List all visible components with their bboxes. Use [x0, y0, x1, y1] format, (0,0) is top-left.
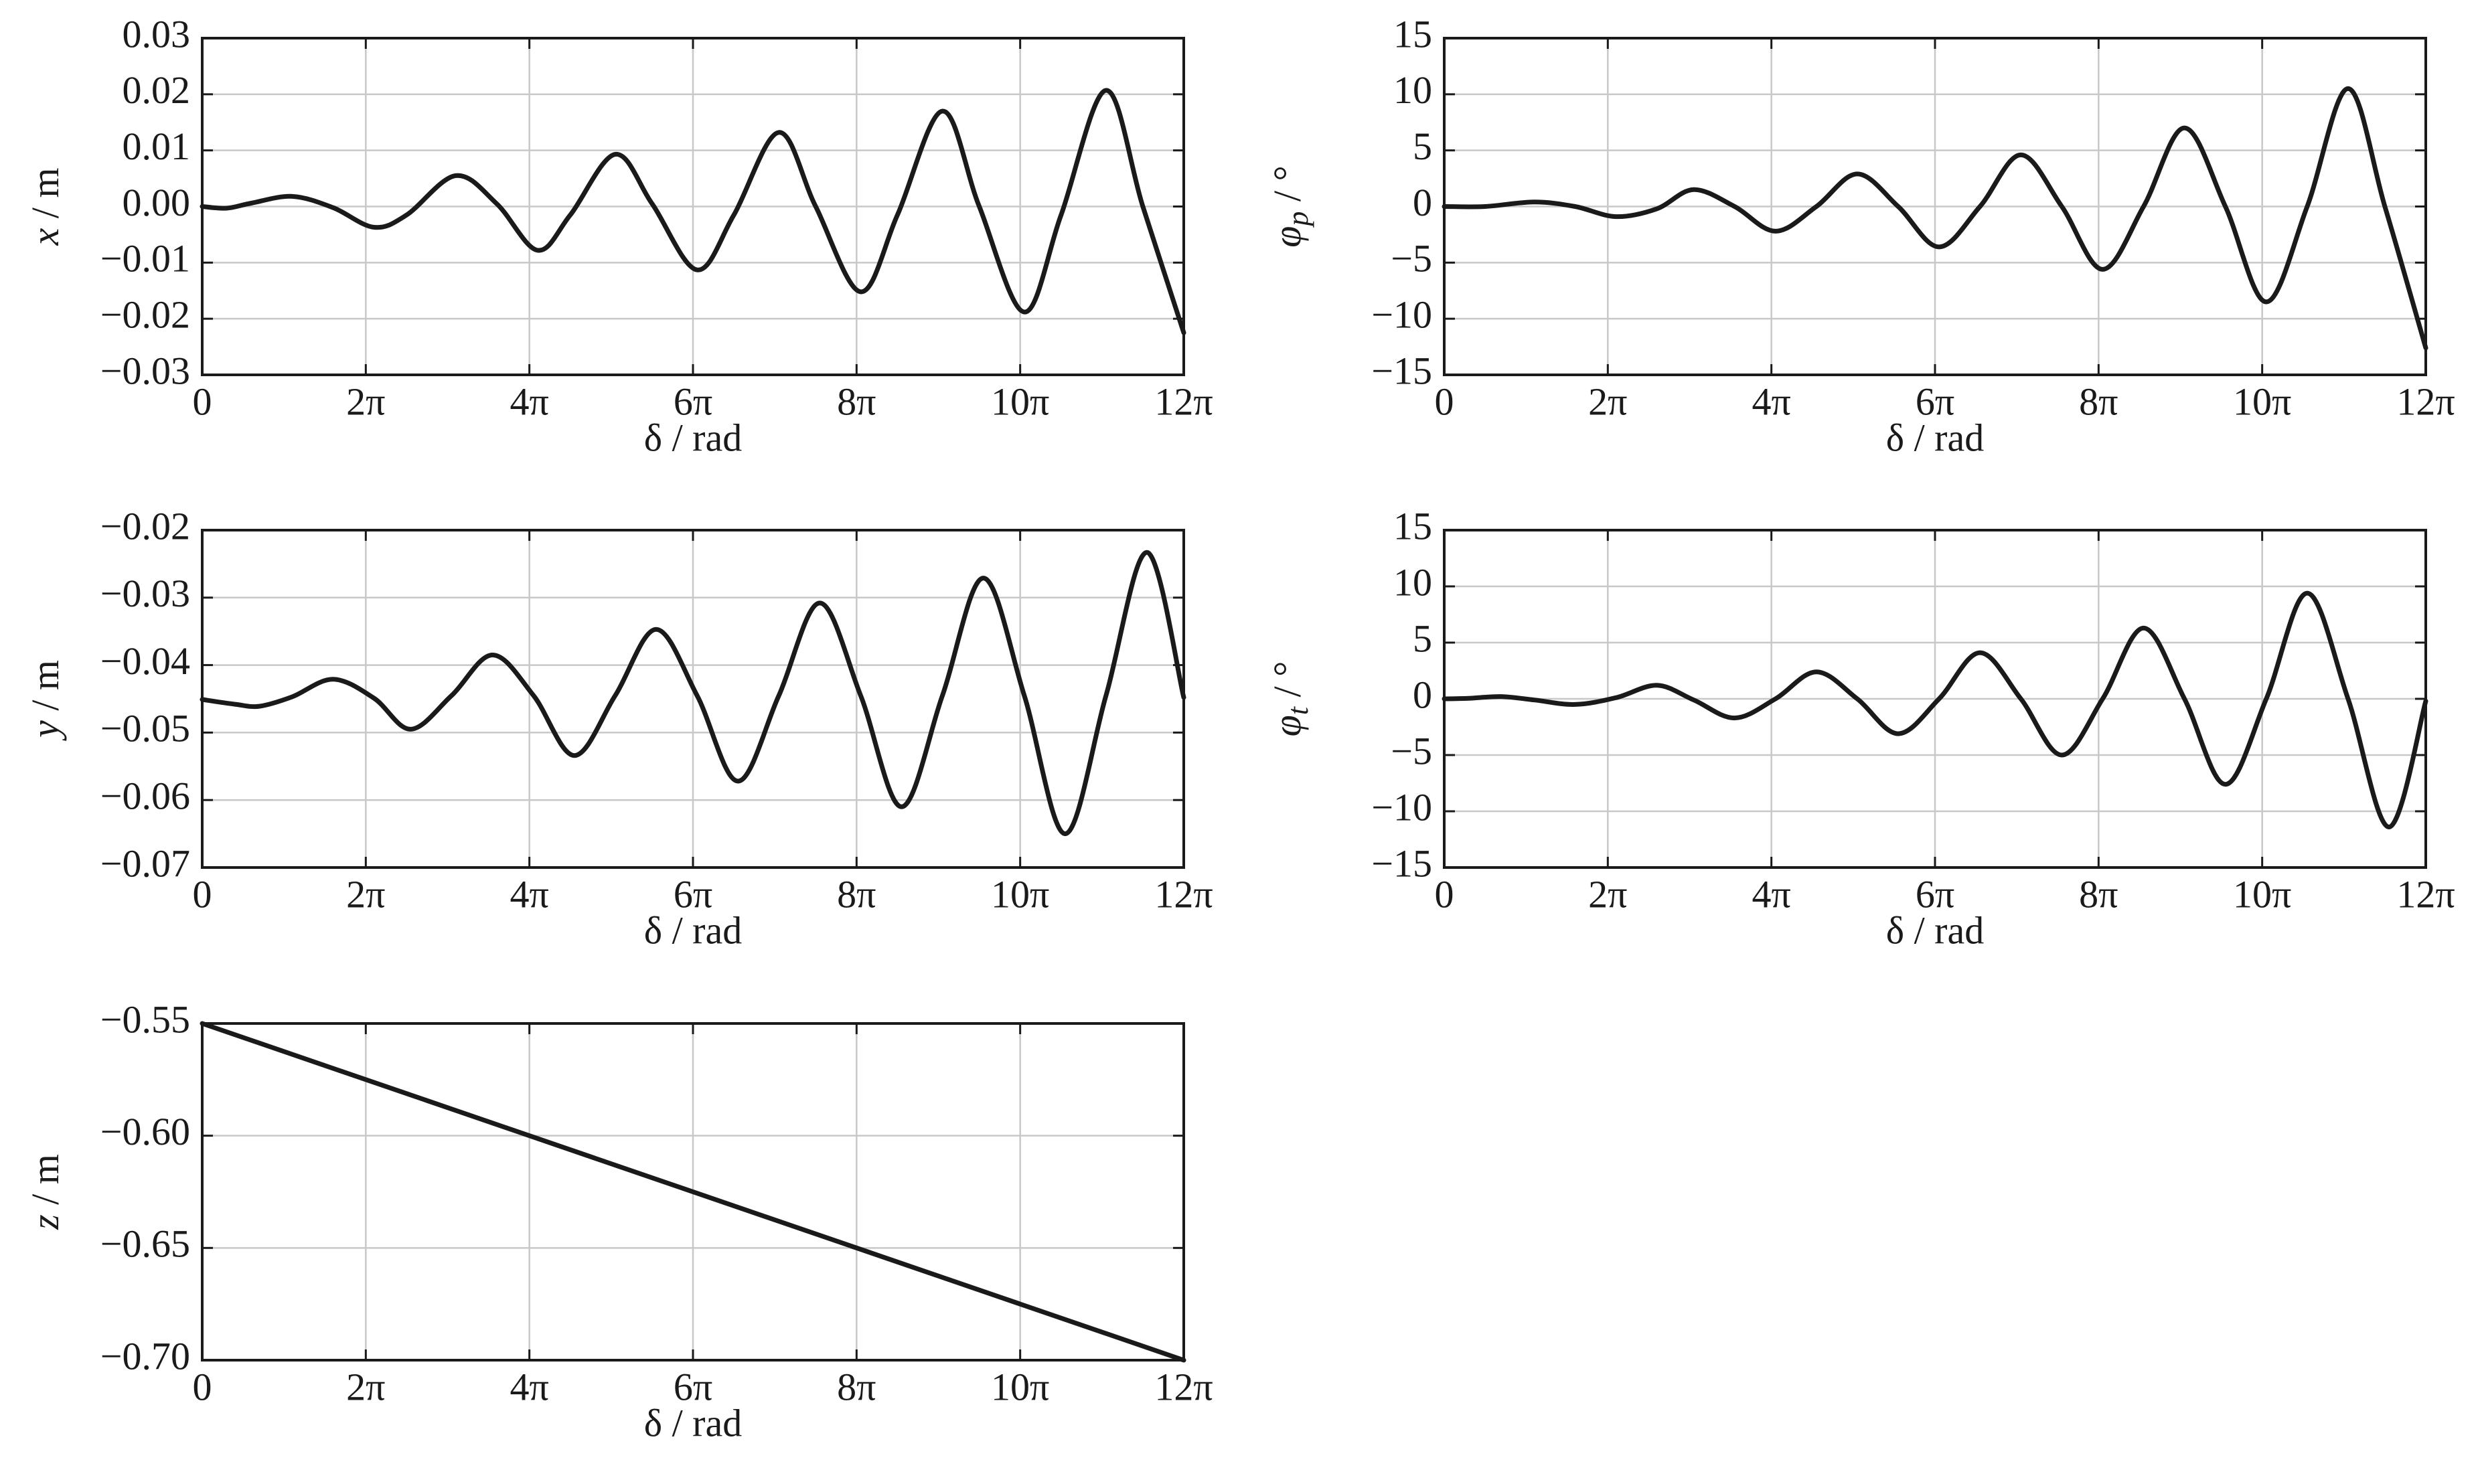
x-tick-label: 10π [991, 380, 1049, 423]
y-axis-variable: φ [1265, 715, 1309, 736]
x-tick-label: 12π [1154, 380, 1213, 423]
y-tick-label: −0.07 [100, 841, 190, 885]
y-tick-label: 15 [1393, 504, 1432, 548]
x-tick-label: 8π [2079, 872, 2118, 916]
y-axis-variable: x [23, 228, 67, 246]
subplot-z: 0 2π 4π 6π 8π 10π 12π −0.55 −0.60 −0.65 −0.70 δ / r… [23, 997, 1213, 1445]
x-tick-label: 4π [1752, 872, 1791, 916]
y-tick-label: −10 [1371, 293, 1432, 336]
series-line [1442, 590, 2428, 830]
y-tick-label: −10 [1371, 785, 1432, 829]
series-line [200, 1021, 1186, 1363]
x-tick-label: 0 [193, 380, 212, 423]
x-tick-label: 12π [1154, 1365, 1213, 1408]
y-axis-unit: / ° [1265, 661, 1309, 707]
x-axis-label: δ / rad [644, 908, 743, 952]
x-tick-label: 4π [510, 1365, 549, 1408]
y-tick-label: −0.06 [100, 774, 190, 818]
y-axis-unit: / m [23, 168, 67, 228]
y-tick-label: −0.60 [100, 1110, 190, 1153]
y-tick-label: 0.01 [123, 125, 191, 168]
y-tick-label: 15 [1393, 12, 1432, 56]
x-tick-label: 8π [2079, 380, 2118, 423]
y-tick-label: −5 [1391, 237, 1432, 280]
x-tick-label: 2π [346, 872, 385, 916]
y-tick-label: 10 [1393, 560, 1432, 604]
y-tick-label: −15 [1371, 349, 1432, 392]
y-tick-label: −0.70 [100, 1334, 190, 1378]
y-axis-unit: / m [23, 660, 67, 720]
x-tick-label: 12π [2396, 872, 2455, 916]
y-tick-label: 10 [1393, 68, 1432, 112]
x-tick-label: 2π [1588, 872, 1627, 916]
y-tick-label: −0.02 [100, 293, 190, 336]
y-tick-label: −0.03 [100, 349, 190, 392]
y-tick-label: −15 [1371, 841, 1432, 885]
y-tick-label: 0 [1413, 673, 1432, 716]
y-axis-label: y / m [23, 660, 67, 741]
y-axis-subscript: t [1282, 706, 1314, 715]
x-tick-label: 0 [193, 872, 212, 916]
y-tick-label: 5 [1413, 616, 1432, 660]
y-tick-label: 0.03 [123, 12, 191, 56]
y-axis-label: φp / ° [1265, 165, 1314, 247]
x-tick-label: 0 [193, 1365, 212, 1408]
subplot-phi_t: 0 2π 4π 6π 8π 10π 12π 15 10 5 0 −5 −10 −15 δ / rad φt /… [1265, 504, 2455, 952]
x-tick-label: 6π [1916, 872, 1954, 916]
x-tick-label: 4π [510, 380, 549, 423]
y-axis-unit: / m [23, 1154, 67, 1214]
x-tick-label: 2π [346, 380, 385, 423]
x-axis-label: δ / rad [1886, 416, 1985, 459]
x-tick-label: 10π [991, 1365, 1049, 1408]
x-tick-label: 2π [1588, 380, 1627, 423]
y-tick-label: 0.00 [123, 181, 191, 224]
y-axis-variable: z [23, 1214, 67, 1230]
y-tick-label: −0.04 [100, 639, 190, 683]
x-tick-label: 8π [837, 380, 876, 423]
y-axis-label: z / m [23, 1154, 67, 1230]
x-tick-label: 6π [674, 872, 712, 916]
y-tick-label: −0.05 [100, 707, 190, 750]
y-tick-label: −5 [1391, 729, 1432, 772]
y-tick-label: −0.65 [100, 1222, 190, 1266]
y-tick-label: 0 [1413, 181, 1432, 224]
x-tick-label: 12π [2396, 380, 2455, 423]
x-tick-label: 10π [991, 872, 1049, 916]
x-tick-label: 8π [837, 872, 876, 916]
x-tick-label: 2π [346, 1365, 385, 1408]
x-tick-label: 10π [2233, 872, 2291, 916]
subplot-x: 0 2π 4π 6π 8π 10π 12π 0.03 0.02 0.01 0.00 −0.01 −0.0… [23, 12, 1213, 459]
y-axis-label: φt / ° [1265, 661, 1314, 737]
subplot-phi_p: 0 2π 4π 6π 8π 10π 12π 15 10 5 0 −5 −10 −15 δ / rad φp /… [1265, 12, 2455, 459]
x-tick-label: 6π [674, 1365, 712, 1408]
y-tick-label: 0.02 [123, 68, 191, 112]
series-line [200, 88, 1186, 335]
series-line [1442, 86, 2428, 351]
x-tick-label: 0 [1435, 380, 1454, 423]
x-tick-label: 4π [1752, 380, 1791, 423]
y-axis-variable: y [23, 720, 67, 741]
series-line [200, 550, 1186, 837]
y-tick-label: −0.03 [100, 572, 190, 615]
x-tick-label: 4π [510, 872, 549, 916]
x-axis-label: δ / rad [644, 416, 743, 459]
x-tick-label: 8π [837, 1365, 876, 1408]
y-tick-label: −0.02 [100, 504, 190, 548]
x-axis-label: δ / rad [1886, 908, 1985, 952]
x-tick-label: 6π [674, 380, 712, 423]
y-axis-variable: φ [1265, 226, 1309, 248]
x-tick-label: 12π [1154, 872, 1213, 916]
y-tick-label: 5 [1413, 125, 1432, 168]
x-tick-label: 10π [2233, 380, 2291, 423]
y-axis-label: x / m [23, 168, 67, 246]
x-tick-label: 0 [1435, 872, 1454, 916]
y-tick-label: −0.55 [100, 997, 190, 1041]
y-axis-unit: / ° [1265, 165, 1309, 211]
x-tick-label: 6π [1916, 380, 1954, 423]
y-tick-label: −0.01 [100, 237, 190, 280]
x-axis-label: δ / rad [644, 1401, 743, 1445]
y-axis-subscript: p [1282, 212, 1314, 228]
subplot-y: 0 2π 4π 6π 8π 10π 12π −0.02 −0.03 −0.04 −0.05 −0.06… [23, 504, 1213, 952]
